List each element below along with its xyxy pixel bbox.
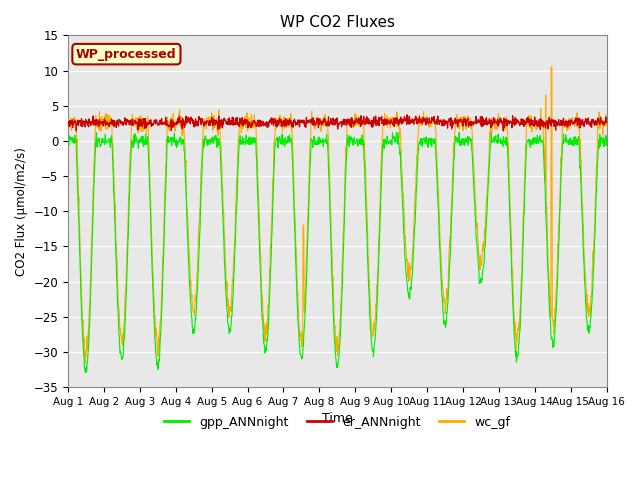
- Title: WP CO2 Fluxes: WP CO2 Fluxes: [280, 15, 395, 30]
- Y-axis label: CO2 Flux (μmol/m2/s): CO2 Flux (μmol/m2/s): [15, 147, 28, 276]
- X-axis label: Time: Time: [322, 412, 353, 425]
- Text: WP_processed: WP_processed: [76, 48, 177, 60]
- Legend: gpp_ANNnight, er_ANNnight, wc_gf: gpp_ANNnight, er_ANNnight, wc_gf: [159, 410, 515, 433]
